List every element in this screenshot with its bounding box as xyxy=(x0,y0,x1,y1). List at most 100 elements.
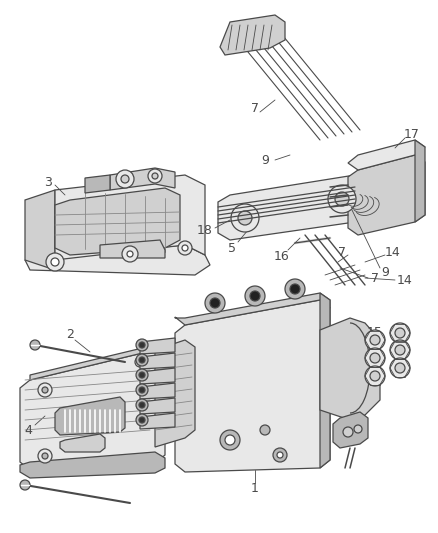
Circle shape xyxy=(390,358,410,378)
Circle shape xyxy=(238,211,252,225)
Circle shape xyxy=(139,387,145,393)
Circle shape xyxy=(205,293,225,313)
Circle shape xyxy=(138,360,142,364)
Circle shape xyxy=(42,387,48,393)
Circle shape xyxy=(38,383,52,397)
Polygon shape xyxy=(415,140,425,222)
Circle shape xyxy=(370,371,380,381)
Circle shape xyxy=(51,258,59,266)
Polygon shape xyxy=(175,300,330,472)
Circle shape xyxy=(290,284,300,294)
Circle shape xyxy=(260,425,270,435)
Polygon shape xyxy=(85,175,110,193)
Circle shape xyxy=(121,175,129,183)
Circle shape xyxy=(148,169,162,183)
Circle shape xyxy=(42,453,48,459)
Circle shape xyxy=(335,192,349,206)
Circle shape xyxy=(20,480,30,490)
Circle shape xyxy=(395,363,405,373)
Circle shape xyxy=(231,204,259,232)
Circle shape xyxy=(135,357,145,367)
Circle shape xyxy=(370,353,380,363)
Text: 9: 9 xyxy=(381,265,389,279)
Polygon shape xyxy=(55,188,180,255)
Circle shape xyxy=(127,251,133,257)
Polygon shape xyxy=(55,397,125,435)
Polygon shape xyxy=(140,413,175,429)
Text: 17: 17 xyxy=(404,127,420,141)
Circle shape xyxy=(136,369,148,381)
Circle shape xyxy=(245,286,265,306)
Text: 7: 7 xyxy=(338,246,346,259)
Text: 7: 7 xyxy=(371,271,379,285)
Text: 5: 5 xyxy=(228,241,236,254)
Text: 9: 9 xyxy=(261,154,269,166)
Circle shape xyxy=(136,414,148,426)
Text: 15: 15 xyxy=(367,327,383,340)
Circle shape xyxy=(139,372,145,378)
Circle shape xyxy=(285,279,305,299)
Circle shape xyxy=(152,173,158,179)
Text: 14: 14 xyxy=(397,273,413,287)
Circle shape xyxy=(390,340,410,360)
Circle shape xyxy=(225,435,235,445)
Polygon shape xyxy=(140,368,175,384)
Text: 18: 18 xyxy=(197,223,213,237)
Circle shape xyxy=(370,335,380,345)
Polygon shape xyxy=(155,340,195,447)
Text: 1: 1 xyxy=(251,481,259,495)
Circle shape xyxy=(365,348,385,368)
Polygon shape xyxy=(100,240,165,258)
Circle shape xyxy=(139,342,145,348)
Polygon shape xyxy=(20,350,165,470)
Circle shape xyxy=(178,241,192,255)
Polygon shape xyxy=(60,434,105,452)
Polygon shape xyxy=(140,353,175,369)
Circle shape xyxy=(182,245,188,251)
Circle shape xyxy=(139,357,145,363)
Circle shape xyxy=(136,399,148,411)
Circle shape xyxy=(250,291,260,301)
Polygon shape xyxy=(175,293,330,325)
Text: 16: 16 xyxy=(274,249,290,262)
Polygon shape xyxy=(25,245,210,275)
Circle shape xyxy=(328,185,356,213)
Text: 7: 7 xyxy=(251,101,259,115)
Text: 2: 2 xyxy=(66,328,74,342)
Polygon shape xyxy=(320,293,330,468)
Circle shape xyxy=(210,298,220,308)
Polygon shape xyxy=(110,168,175,190)
Text: 4: 4 xyxy=(24,424,32,437)
Text: 14: 14 xyxy=(385,246,401,259)
Circle shape xyxy=(273,448,287,462)
Polygon shape xyxy=(55,175,205,260)
Circle shape xyxy=(136,354,148,366)
Polygon shape xyxy=(218,175,368,240)
Circle shape xyxy=(122,246,138,262)
Polygon shape xyxy=(348,155,425,235)
Circle shape xyxy=(220,430,240,450)
Circle shape xyxy=(395,328,405,338)
Polygon shape xyxy=(140,338,175,354)
Polygon shape xyxy=(20,452,165,478)
Polygon shape xyxy=(220,15,285,55)
Polygon shape xyxy=(30,345,165,380)
Text: 3: 3 xyxy=(44,175,52,189)
Polygon shape xyxy=(25,190,55,270)
Circle shape xyxy=(136,384,148,396)
Circle shape xyxy=(365,366,385,386)
Polygon shape xyxy=(320,318,380,420)
Circle shape xyxy=(365,330,385,350)
Polygon shape xyxy=(333,412,368,448)
Circle shape xyxy=(139,417,145,423)
Polygon shape xyxy=(140,383,175,399)
Circle shape xyxy=(390,323,410,343)
Circle shape xyxy=(38,449,52,463)
Circle shape xyxy=(395,345,405,355)
Circle shape xyxy=(30,340,40,350)
Polygon shape xyxy=(140,398,175,414)
Circle shape xyxy=(116,170,134,188)
Circle shape xyxy=(139,402,145,408)
Polygon shape xyxy=(348,140,425,170)
Circle shape xyxy=(343,427,353,437)
